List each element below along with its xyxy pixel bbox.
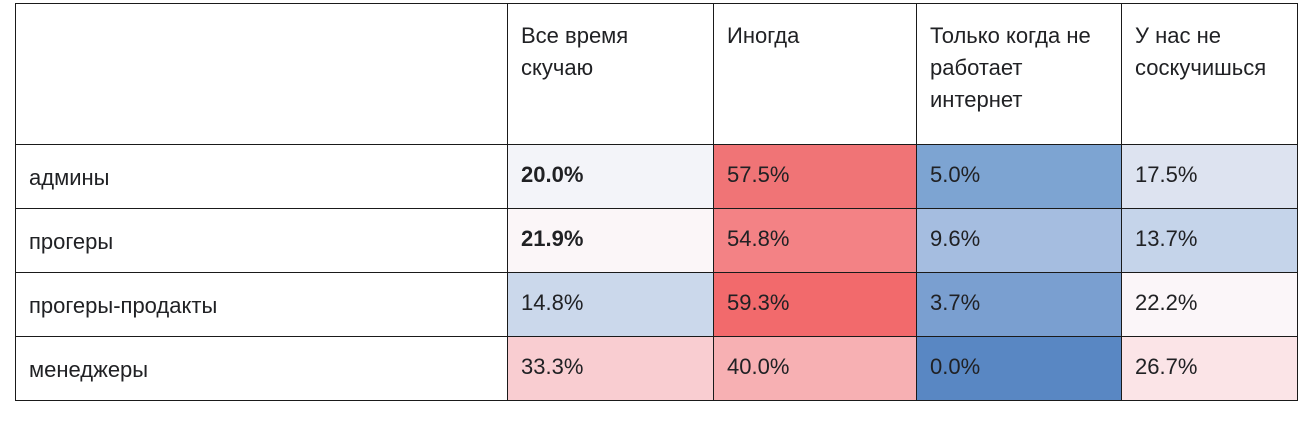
heatmap-cell: 59.3% [713, 272, 917, 337]
cell-value: 0.0% [930, 354, 981, 379]
heatmap-cell: 17.5% [1121, 144, 1298, 209]
column-header-label: Иногда [727, 23, 800, 48]
heatmap-cell: 57.5% [713, 144, 917, 209]
heatmap-cell: 20.0% [507, 144, 714, 209]
column-header: Только когда не работает интернет [916, 3, 1122, 145]
heatmap-cell: 0.0% [916, 336, 1122, 401]
heatmap-cell: 13.7% [1121, 208, 1298, 273]
heatmap-cell: 54.8% [713, 208, 917, 273]
cell-value: 13.7% [1135, 226, 1198, 251]
heatmap-cell: 33.3% [507, 336, 714, 401]
column-header: Иногда [713, 3, 917, 145]
cell-value: 5.0% [930, 162, 981, 187]
heatmap-cell: 22.2% [1121, 272, 1298, 337]
column-header: Все время скучаю [507, 3, 714, 145]
heatmap-cell: 40.0% [713, 336, 917, 401]
column-header-label: Все время скучаю [521, 23, 629, 80]
row-label: админы [29, 165, 110, 190]
row-label: менеджеры [29, 357, 149, 382]
cell-value: 40.0% [727, 354, 790, 379]
table-row: прогеры 21.9% 54.8% 9.6% 13.7% [15, 208, 1298, 273]
column-header-label: Только когда не работает интернет [930, 23, 1091, 112]
cell-value: 21.9% [521, 226, 584, 251]
row-label-cell: менеджеры [15, 336, 508, 401]
heatmap-cell: 9.6% [916, 208, 1122, 273]
table-row: менеджеры 33.3% 40.0% 0.0% 26.7% [15, 336, 1298, 401]
heatmap-cell: 5.0% [916, 144, 1122, 209]
row-label-cell: админы [15, 144, 508, 209]
row-label: прогеры-продакты [29, 293, 218, 318]
row-label: прогеры [29, 229, 114, 254]
column-header: У нас не соскучишься [1121, 3, 1298, 145]
cell-value: 14.8% [521, 290, 584, 315]
corner-cell [15, 3, 508, 145]
cell-value: 26.7% [1135, 354, 1198, 379]
header-row: Все время скучаю Иногда Только когда не … [15, 3, 1298, 145]
cell-value: 57.5% [727, 162, 790, 187]
table-row: админы 20.0% 57.5% 5.0% 17.5% [15, 144, 1298, 209]
column-header-label: У нас не соскучишься [1135, 23, 1267, 80]
cell-value: 17.5% [1135, 162, 1198, 187]
heatmap-cell: 26.7% [1121, 336, 1298, 401]
cell-value: 3.7% [930, 290, 981, 315]
heatmap-table: Все время скучаю Иногда Только когда не … [15, 3, 1298, 401]
heatmap-cell: 21.9% [507, 208, 714, 273]
table-row: прогеры-продакты 14.8% 59.3% 3.7% 22.2% [15, 272, 1298, 337]
cell-value: 59.3% [727, 290, 790, 315]
cell-value: 33.3% [521, 354, 584, 379]
row-label-cell: прогеры-продакты [15, 272, 508, 337]
cell-value: 22.2% [1135, 290, 1198, 315]
cell-value: 20.0% [521, 162, 584, 187]
heatmap-table-container: Все время скучаю Иногда Только когда не … [15, 3, 1298, 401]
row-label-cell: прогеры [15, 208, 508, 273]
cell-value: 9.6% [930, 226, 981, 251]
heatmap-cell: 14.8% [507, 272, 714, 337]
cell-value: 54.8% [727, 226, 790, 251]
heatmap-cell: 3.7% [916, 272, 1122, 337]
